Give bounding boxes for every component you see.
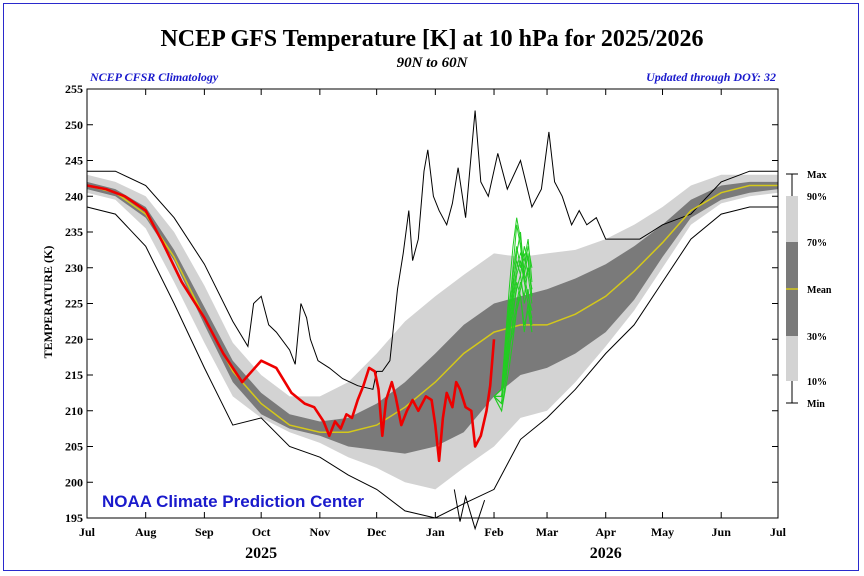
legend-label: 30% (807, 332, 827, 343)
y-tick-label: 240 (65, 189, 83, 203)
observed-line (86, 184, 496, 463)
y-tick-label: 250 (65, 118, 83, 132)
x-tick-label: Oct (252, 525, 271, 539)
update-note: Updated through DOY: 32 (646, 70, 776, 84)
y-axis-label: TEMPERATURE (K) (41, 246, 55, 359)
legend: Max 90% 70% Mean 30% 10% Min (786, 170, 832, 410)
y-tick-label: 220 (65, 332, 83, 346)
x-tick-label: Feb (484, 525, 504, 539)
year-label: 2026 (590, 545, 622, 562)
x-tick-label: Jun (712, 525, 732, 539)
y-tick-label: 245 (65, 154, 83, 168)
max-line (87, 110, 778, 390)
x-tick-label: Apr (595, 525, 616, 539)
forecast-ensemble (493, 217, 533, 413)
x-tick-label: Nov (310, 525, 331, 539)
y-tick-label: 230 (65, 261, 83, 275)
legend-label: Mean (807, 285, 832, 296)
y-tick-label: 225 (65, 297, 83, 311)
x-tick-label: Jul (79, 525, 96, 539)
x-tick-label: Mar (536, 525, 559, 539)
x-tick-label: Sep (195, 525, 214, 539)
climatology-note: NCEP CFSR Climatology (89, 70, 219, 84)
chart-frame (3, 3, 859, 571)
year-label: 2025 (245, 545, 277, 562)
legend-label: Max (807, 170, 826, 181)
y-tick-label: 200 (65, 475, 83, 489)
x-tick-label: Aug (135, 525, 156, 539)
y-tick-label: 195 (65, 511, 83, 525)
min-line-dips (453, 489, 486, 531)
forecast-member-8 (493, 246, 533, 413)
forecast-member-12 (493, 260, 533, 397)
y-tick-label: 255 (65, 82, 83, 96)
forecast-member-10 (494, 267, 533, 397)
x-tick-label: May (651, 525, 674, 539)
legend-label: 90% (807, 192, 827, 203)
x-tick-label: Dec (367, 525, 387, 539)
legend-swatch-upper-outer (786, 196, 798, 242)
x-axis: Jul Aug Sep Oct Nov Dec Jan Feb Mar Apr May Jun Jul 2… (79, 89, 787, 562)
x-tick-label: Jul (770, 525, 787, 539)
y-tick-label: 215 (65, 368, 83, 382)
plot-area (86, 88, 779, 531)
y-tick-label: 205 (65, 440, 83, 454)
watermark: NOAA Climate Prediction Center (102, 492, 364, 511)
legend-swatch-lower-outer (786, 336, 798, 381)
chart-title: NCEP GFS Temperature [K] at 10 hPa for 2… (160, 26, 703, 52)
legend-label: Min (807, 399, 825, 410)
x-tick-label: Jan (426, 525, 445, 539)
legend-label: 70% (807, 238, 827, 249)
y-axis: 195 200 205 210 215 220 225 230 235 240 245 250 255 (65, 82, 778, 525)
y-tick-label: 235 (65, 225, 83, 239)
legend-label: 10% (807, 377, 827, 388)
y-tick-label: 210 (65, 404, 83, 418)
chart-subtitle: 90N to 60N (397, 55, 469, 71)
